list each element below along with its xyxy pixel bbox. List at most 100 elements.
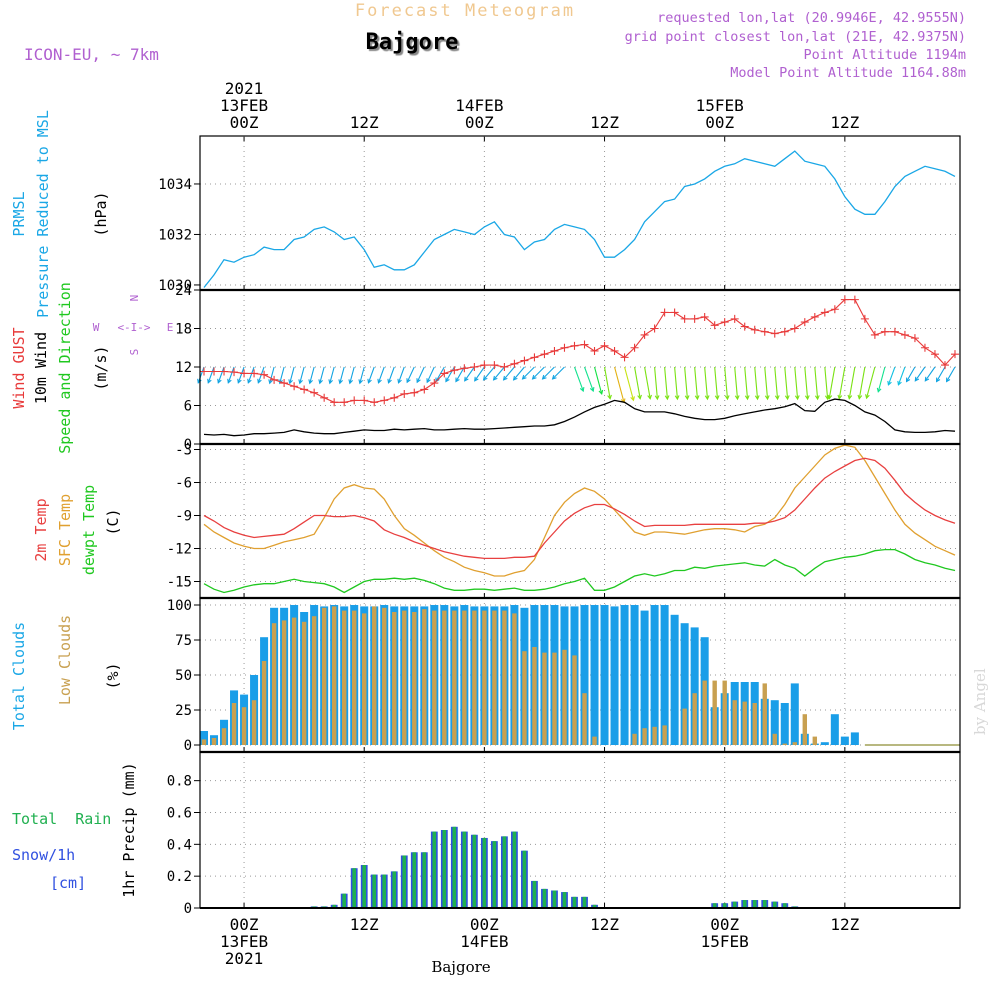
gust-point	[500, 363, 509, 371]
wind-arrow-head	[936, 377, 941, 383]
low-cloud-bar	[542, 652, 547, 745]
wind-arrow	[877, 366, 886, 392]
gust-point	[590, 346, 599, 355]
gust-point	[280, 379, 289, 388]
wind-arrow	[398, 366, 405, 383]
rain-bar	[732, 901, 737, 908]
low-cloud-bar	[231, 703, 237, 745]
wind-arrow-head	[387, 378, 392, 384]
low-cloud-bar	[281, 620, 287, 745]
time-label-bottom: 00Z	[710, 915, 739, 934]
wind-label-1: Wind GUST	[10, 327, 28, 408]
cloud-bars	[200, 605, 859, 745]
total-cloud-bar	[850, 732, 859, 745]
wind-arrow-head	[827, 394, 833, 400]
wind-arrow	[684, 366, 688, 400]
wind-arrow-head	[348, 379, 354, 385]
wind-arrow	[704, 366, 709, 400]
wind-arrow-head	[647, 394, 652, 400]
wind-arrow-head	[482, 375, 488, 381]
low-cloud-bar	[792, 742, 797, 745]
gust-point	[480, 361, 489, 370]
gust-point	[880, 327, 889, 336]
total-cloud-bar	[590, 605, 599, 745]
gust-point	[580, 340, 589, 349]
low-cloud-bar	[462, 610, 467, 745]
total-cloud-bar	[670, 614, 679, 745]
wind-arrow	[714, 366, 719, 400]
wind-arrow	[906, 366, 916, 382]
wind-arrow	[654, 366, 658, 400]
rain-bar	[342, 893, 346, 908]
wind-arrow	[207, 366, 215, 383]
gust-markers	[200, 295, 959, 407]
low-cloud-bar	[392, 612, 397, 745]
low-cloud-bar	[762, 683, 767, 745]
low-cloud-bar	[722, 680, 727, 745]
y-tick-label: 24	[175, 283, 192, 299]
wind-arrow-head	[847, 394, 853, 400]
rain-bar	[402, 855, 407, 908]
clouds-unit: (%)	[104, 662, 122, 689]
wind-arrow	[309, 366, 315, 384]
gust-point	[770, 329, 779, 338]
y-tick-label: 25	[175, 703, 192, 719]
wind-arrow-head	[804, 395, 810, 401]
wind-arrow-head	[684, 395, 690, 401]
wind-arrow	[279, 366, 285, 384]
gust-point	[800, 318, 809, 327]
wind-arrow	[694, 366, 699, 400]
location-title: Bajgore	[366, 30, 459, 55]
wind-arrow-head	[464, 376, 469, 382]
low-cloud-bar	[402, 610, 407, 745]
gust-point	[820, 308, 829, 317]
wind-arrow-head	[674, 395, 680, 401]
wind-arrow-head	[764, 395, 770, 401]
wind-arrow-head	[704, 395, 710, 401]
rain-bar	[492, 841, 497, 908]
wind-arrow	[754, 366, 759, 400]
point-altitude: Point Altitude 1194m	[803, 47, 966, 63]
low-cloud-bar	[442, 610, 447, 745]
gust-point	[570, 341, 579, 350]
low-cloud-bar	[241, 707, 247, 745]
low-cloud-bar	[552, 652, 557, 745]
wind-arrow	[774, 366, 779, 400]
wind-arrow	[583, 366, 594, 392]
time-label-top: 2021	[225, 79, 264, 98]
wind-arrow-head	[455, 377, 460, 383]
wind-arrow	[897, 366, 906, 386]
low-cloud-bar	[802, 714, 807, 745]
wind-arrow-head	[607, 394, 612, 400]
wind-arrow	[764, 366, 769, 400]
low-cloud-bar	[512, 613, 517, 745]
gust-point	[390, 393, 399, 402]
wind-arrow	[474, 366, 485, 382]
wind-arrow	[532, 366, 545, 380]
low-cloud-bar	[752, 703, 757, 745]
compass-w: W	[93, 321, 100, 334]
rain-bar	[572, 896, 577, 908]
wind-arrow	[838, 366, 846, 399]
wind-arrow	[349, 366, 355, 384]
temp-unit: (C)	[104, 508, 122, 535]
y-tick-label: 0.6	[167, 805, 192, 821]
gust-point	[680, 314, 689, 323]
time-label-bottom: 13FEB	[220, 932, 268, 951]
wind-arrow	[445, 366, 455, 382]
wind-arrow-head	[897, 380, 902, 386]
wind-arrow-head	[521, 374, 527, 380]
low-cloud-bar	[642, 728, 647, 745]
temp-label-1: 2m Temp	[32, 498, 50, 561]
low-cloud-bar	[732, 700, 737, 745]
rain-bar	[742, 900, 747, 908]
wind-arrow-head	[664, 395, 670, 401]
wind-arrow	[814, 366, 819, 400]
compass-s: S	[128, 349, 141, 356]
y-tick-label: -12	[167, 542, 192, 558]
precip-ylabel: 1hr Precip (mm)	[120, 762, 138, 897]
wind-arrow	[367, 366, 375, 383]
wind-arrow-head	[887, 380, 892, 386]
clouds-label-1: Total Clouds	[10, 622, 28, 730]
rain-bar	[502, 836, 507, 908]
